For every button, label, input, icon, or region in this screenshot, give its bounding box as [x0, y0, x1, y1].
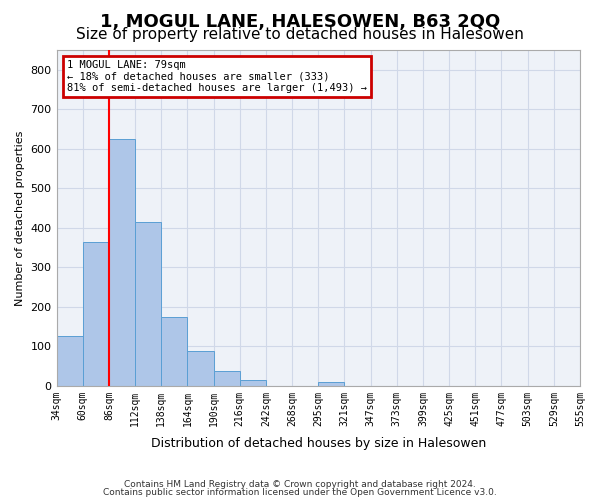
X-axis label: Distribution of detached houses by size in Halesowen: Distribution of detached houses by size … [151, 437, 486, 450]
Text: 1, MOGUL LANE, HALESOWEN, B63 2QQ: 1, MOGUL LANE, HALESOWEN, B63 2QQ [100, 12, 500, 30]
Bar [214, 371, 240, 386]
Bar [187, 351, 214, 386]
Y-axis label: Number of detached properties: Number of detached properties [15, 130, 25, 306]
Bar [135, 222, 161, 386]
Bar [109, 139, 135, 386]
Bar [83, 242, 109, 386]
Text: Contains public sector information licensed under the Open Government Licence v3: Contains public sector information licen… [103, 488, 497, 497]
Bar [56, 336, 83, 386]
Bar [161, 316, 187, 386]
Bar [318, 382, 344, 386]
Bar [240, 380, 266, 386]
Text: Size of property relative to detached houses in Halesowen: Size of property relative to detached ho… [76, 28, 524, 42]
Text: Contains HM Land Registry data © Crown copyright and database right 2024.: Contains HM Land Registry data © Crown c… [124, 480, 476, 489]
Text: 1 MOGUL LANE: 79sqm
← 18% of detached houses are smaller (333)
81% of semi-detac: 1 MOGUL LANE: 79sqm ← 18% of detached ho… [67, 60, 367, 94]
